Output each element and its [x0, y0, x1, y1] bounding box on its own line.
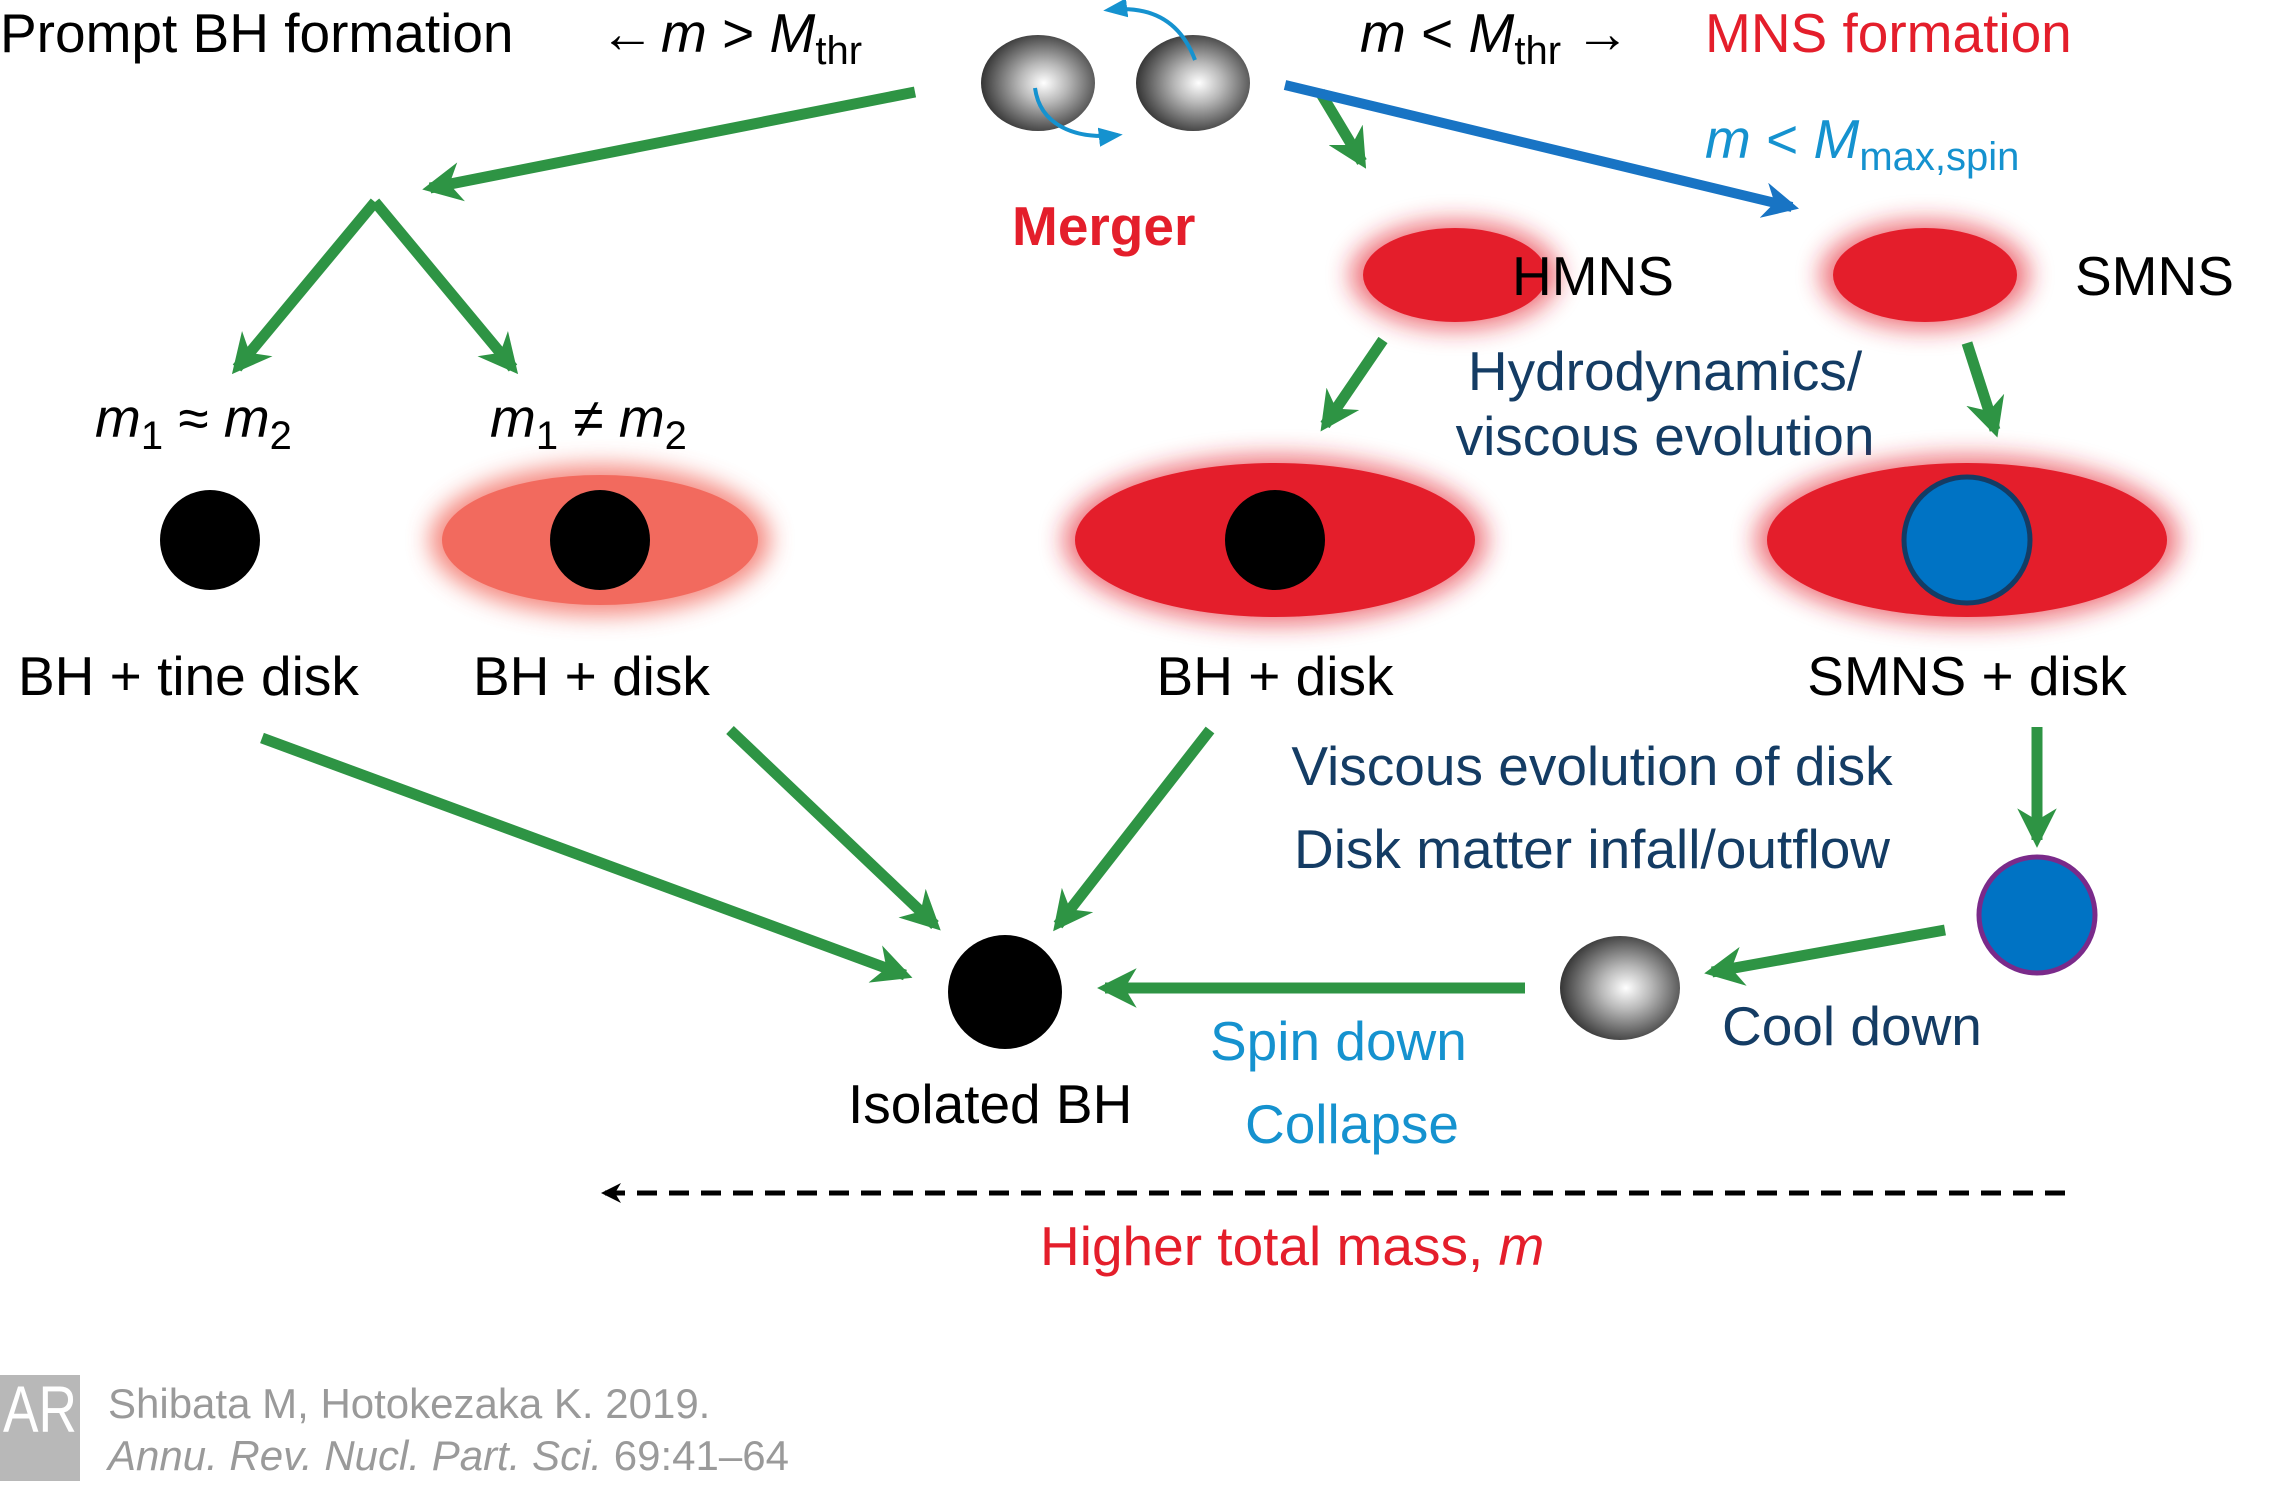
prompt-bh-formation-label: Prompt BH formation [0, 2, 514, 64]
citation-authors: Shibata M, Hotokezaka K. 2019. [108, 1380, 710, 1427]
isolated-bh-label: Isolated BH [848, 1073, 1132, 1135]
viscous-evolution-label: viscous evolution [1456, 405, 1875, 467]
arrow-to-equal-mass [231, 198, 380, 375]
arrow-smns-to-smns-disk [1961, 341, 2005, 438]
hmns-label: HMNS [1512, 245, 1674, 307]
hydrodynamics-label: Hydrodynamics/ [1468, 340, 1863, 402]
smns-label: SMNS [2075, 245, 2234, 307]
smns-body [1833, 228, 2017, 322]
arrow-tine-disk-to-isolated [260, 732, 913, 983]
collapse-label: Collapse [1245, 1093, 1459, 1155]
annual-reviews-logo: AR [0, 1372, 80, 1481]
svg-text:AR: AR [3, 1372, 77, 1446]
citation-journal: Annu. Rev. Nucl. Part. Sci. 69:41–64 [105, 1432, 789, 1479]
arrow-to-hmns [1315, 89, 1367, 169]
bh-in-light-disk-icon [550, 490, 650, 590]
arrow-cool-down [1704, 924, 1946, 986]
smns-core-icon [1901, 474, 2033, 606]
unequal-mass-label: m1 ≠ m2 [490, 387, 687, 458]
arrow-to-prompt-bh [422, 86, 917, 202]
merging-star-right [1136, 35, 1250, 131]
cool-down-label: Cool down [1722, 995, 1982, 1057]
disk-matter-infall-label: Disk matter infall/outflow [1294, 818, 1890, 880]
orbit-arrow-bottom-icon [1033, 87, 1123, 147]
arrow-hmns-to-bh-disk [1320, 336, 1388, 432]
higher-total-mass-label: Higher total mass, m [1040, 1215, 1544, 1277]
arrow-to-smns [1283, 80, 1800, 218]
arrow-bh-disk-middle-to-isolated [1053, 726, 1215, 932]
isolated-bh-icon [948, 935, 1062, 1049]
mns-formation-label: MNS formation [1705, 2, 2072, 64]
merging-star-left [981, 35, 1095, 131]
cooled-ns-icon [1560, 936, 1680, 1040]
viscous-evolution-disk-label: Viscous evolution of disk [1291, 735, 1893, 797]
mns-condition-label: m < Mthr → [1360, 2, 1630, 73]
remnant-ns-icon [1976, 854, 2098, 976]
merger-label: Merger [1012, 195, 1195, 257]
bh-tine-disk-label: BH + tine disk [18, 645, 359, 707]
bh-tine-disk-icon [160, 490, 260, 590]
arrow-to-unequal-mass [370, 198, 519, 375]
equal-mass-label: m1 ≈ m2 [95, 387, 292, 458]
spin-down-label: Spin down [1210, 1010, 1467, 1072]
arrow-bh-disk-left-to-isolated [726, 726, 941, 931]
prompt-condition-label: ← m > Mthr [600, 2, 862, 73]
smns-disk-label: SMNS + disk [1807, 645, 2127, 707]
spin-condition-label: m < Mmax,spin [1705, 108, 2019, 179]
bh-in-disk-icon [1225, 490, 1325, 590]
bh-disk-middle-label: BH + disk [1157, 645, 1394, 707]
bh-disk-left-label: BH + disk [473, 645, 710, 707]
hmns-body [1363, 228, 1547, 322]
orbit-arrow-top-icon [1103, 0, 1197, 61]
